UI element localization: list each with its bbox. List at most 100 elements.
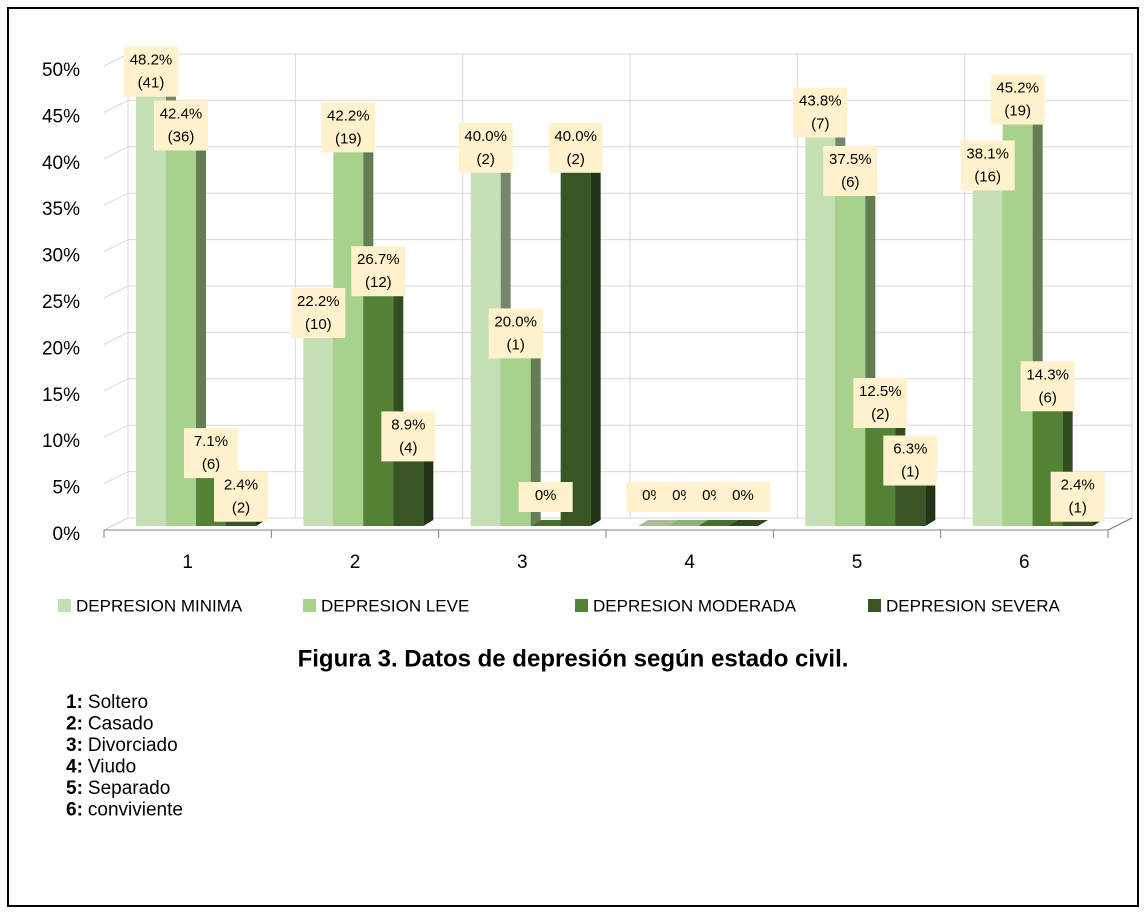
bar [698, 520, 738, 526]
bar-front [972, 172, 1003, 526]
data-label-count: (2) [566, 151, 584, 168]
data-label-box [154, 100, 208, 151]
data-label: 2.4% [224, 477, 258, 494]
x-axis-right [1107, 517, 1133, 531]
y-tick-label: 15% [42, 385, 80, 406]
data-label: 7.1% [194, 433, 228, 450]
data-label-count: (1) [901, 464, 919, 481]
y-tick-label: 10% [42, 431, 80, 452]
key-number: 3: [66, 735, 83, 756]
data-label: 22.2% [297, 293, 340, 310]
data-label-box [184, 428, 238, 479]
legend-swatch [303, 599, 316, 612]
legend-swatch [868, 599, 881, 612]
data-label-count: (19) [335, 130, 362, 147]
data-label-count: (2) [476, 151, 494, 168]
key-label: Casado [88, 714, 154, 735]
y-tick-label: 45% [42, 106, 80, 127]
data-label: 20.0% [494, 313, 537, 330]
data-label-box [124, 46, 178, 97]
caption: Figura 3. Datos de depresión según estad… [298, 645, 849, 672]
bar-top [728, 520, 768, 526]
data-label: 2.4% [1061, 477, 1095, 494]
bar-side [530, 334, 541, 526]
data-label-box [291, 287, 346, 338]
data-label: 37.5% [829, 151, 872, 168]
x-tick-label: 3 [517, 552, 528, 573]
y-tick-label: 40% [42, 153, 80, 174]
data-label-count: (2) [232, 500, 250, 517]
y-tick-label: 50% [42, 60, 80, 81]
legend-swatch [575, 599, 588, 612]
data-label-count: (1) [1068, 500, 1086, 517]
y-tick-label: 0% [53, 524, 81, 545]
data-label: 0% [535, 487, 557, 504]
legend-label: DEPRESION SEVERA [886, 596, 1060, 615]
x-tick-label: 2 [350, 552, 361, 573]
data-label-box [853, 378, 908, 428]
data-label: 0% [732, 487, 754, 504]
bar-front [303, 319, 334, 526]
key-label: Viudo [88, 757, 136, 778]
data-label: 40.0% [554, 128, 597, 145]
bar-front [136, 78, 166, 526]
legend-swatch [58, 599, 71, 612]
data-label-count: (10) [305, 316, 332, 333]
bar-front [363, 278, 394, 526]
data-label-count: (12) [365, 274, 392, 291]
key-number: 4: [66, 757, 83, 778]
data-label-count: (19) [1004, 103, 1031, 120]
data-label: 42.4% [160, 105, 203, 122]
data-label-box [381, 411, 436, 462]
data-label-count: (6) [202, 456, 220, 473]
y-tick-label: 30% [42, 246, 80, 267]
bar-top [698, 520, 738, 526]
data-label: 8.9% [391, 416, 425, 433]
bar-side [196, 126, 206, 526]
data-label-box [960, 140, 1015, 191]
data-label-box [1050, 471, 1105, 522]
data-label-count: (7) [811, 116, 829, 133]
data-label-count: (36) [168, 128, 195, 145]
data-label-box [823, 146, 878, 196]
data-label: 40.0% [464, 128, 507, 145]
x-tick-label: 1 [182, 552, 193, 573]
data-label: 14.3% [1026, 366, 1069, 383]
legend-label: DEPRESION MODERADA [593, 596, 797, 615]
data-label-count: (2) [871, 406, 889, 423]
y-tick-label: 20% [42, 338, 80, 359]
x-tick-label: 6 [1019, 552, 1030, 573]
x-tick-label: 5 [852, 552, 863, 573]
data-labels: 48.2%(41)42.4%(36)7.1%(6)2.4%(2)22.2%(10… [124, 46, 1105, 522]
data-label: 48.2% [130, 52, 173, 69]
data-label: 6.3% [893, 441, 927, 458]
data-label: 43.8% [799, 93, 842, 110]
y-tick-label: 5% [53, 478, 81, 499]
bar-top [638, 520, 678, 526]
key-number: 2: [66, 714, 83, 735]
key-item: 1: Soltero [66, 692, 148, 713]
legend-label: DEPRESION MINIMA [76, 596, 243, 615]
key-item: 2: Casado [66, 714, 153, 735]
data-label-box [214, 471, 268, 522]
key-label: Divorciado [88, 735, 178, 756]
data-label-box [1020, 361, 1075, 412]
data-label-box [321, 102, 376, 153]
key-item: 5: Separado [66, 778, 170, 799]
data-label-count: (6) [1038, 389, 1056, 406]
key-number: 1: [66, 692, 83, 713]
data-label-count: (16) [974, 168, 1001, 185]
data-label-count: (1) [506, 336, 524, 353]
data-label-box [488, 308, 543, 359]
bar [560, 148, 601, 527]
data-label-count: (4) [399, 439, 417, 456]
data-label-box [351, 246, 406, 297]
y-tick-label: 35% [42, 199, 80, 220]
data-label-box [883, 435, 938, 486]
data-label: 42.2% [327, 107, 370, 124]
x-tick-label: 4 [684, 552, 695, 573]
data-label: 12.5% [859, 383, 902, 400]
legend-label: DEPRESION LEVE [321, 596, 469, 615]
key-label: Soltero [88, 692, 148, 713]
